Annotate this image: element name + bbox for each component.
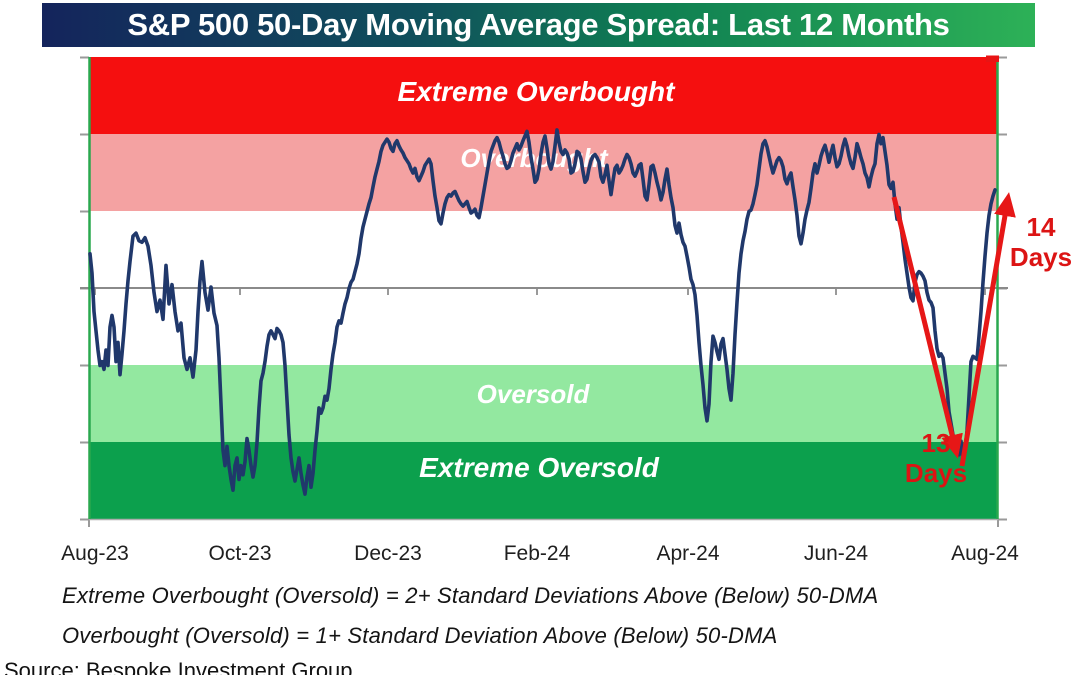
chart-title-bar: S&P 500 50-Day Moving Average Spread: La… (42, 3, 1035, 47)
annotation-13-word: Days (904, 458, 968, 488)
plot-area (90, 57, 997, 519)
label-oversold: Oversold (476, 379, 590, 409)
x-axis-label-oct-23: Oct-23 (208, 542, 272, 565)
x-axis-label-dec-23: Dec-23 (354, 542, 422, 565)
x-axis-label-feb-24: Feb-24 (503, 542, 571, 565)
source-credit: Source: Bespoke Investment Group (4, 658, 353, 675)
chart-title: S&P 500 50-Day Moving Average Spread: La… (127, 7, 950, 42)
footnote-extreme-definition: Extreme Overbought (Oversold) = 2+ Stand… (62, 583, 879, 608)
annotation-13-number: 13 (921, 428, 951, 458)
band-neutral (90, 211, 997, 365)
x-axis-label-jun-24: Jun-24 (803, 542, 869, 565)
label-extreme-oversold: Extreme Oversold (419, 452, 659, 483)
band-extreme-overbought (90, 57, 997, 134)
annotation-14-word: Days (1009, 242, 1073, 272)
x-axis-label-apr-24: Apr-24 (656, 542, 720, 565)
x-axis-label-aug-24: Aug-24 (951, 542, 1019, 565)
annotation-14-days: 14 Days (1010, 212, 1072, 272)
label-extreme-overbought: Extreme Overbought (397, 76, 675, 107)
footnote-overbought-definition: Overbought (Oversold) = 1+ Standard Devi… (62, 623, 778, 648)
x-axis-label-aug-23: Aug-23 (61, 542, 129, 565)
annotation-14-number: 14 (1026, 212, 1056, 242)
annotation-13-days: 13 Days (905, 428, 967, 488)
label-overbought: Overbought (460, 143, 608, 173)
